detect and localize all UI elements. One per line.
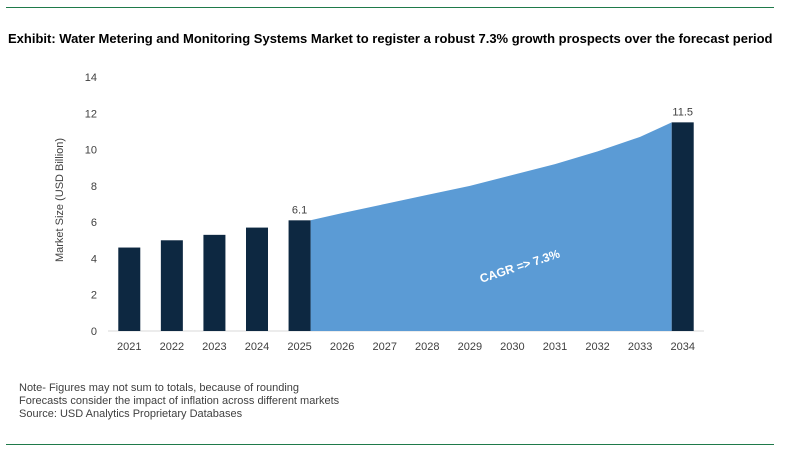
footnotes: Note- Figures may not sum to totals, bec… xyxy=(19,382,339,421)
y-tick-label: 4 xyxy=(91,253,97,265)
x-tick-label: 2026 xyxy=(330,341,354,353)
bottom-rule xyxy=(6,444,774,445)
x-tick-label: 2033 xyxy=(628,341,652,353)
x-tick-label: 2024 xyxy=(245,341,269,353)
footnote-inflation: Forecasts consider the impact of inflati… xyxy=(19,395,340,407)
x-tick-label: 2021 xyxy=(117,341,141,353)
footnote-rounding: Note- Figures may not sum to totals, bec… xyxy=(19,382,300,394)
x-tick-label: 2025 xyxy=(287,341,311,353)
y-tick-label: 0 xyxy=(91,326,97,338)
data-label-2034: 11.5 xyxy=(672,106,693,118)
forecast-area xyxy=(310,122,672,332)
footnote-source: Source: USD Analytics Proprietary Databa… xyxy=(19,408,243,420)
x-tick-label: 2027 xyxy=(372,341,396,353)
data-label-2025: 6.1 xyxy=(292,204,307,216)
y-tick-label: 12 xyxy=(85,108,97,120)
y-tick-label: 8 xyxy=(91,181,97,193)
bar-2021 xyxy=(118,247,141,331)
bar-2022 xyxy=(160,240,183,331)
y-axis-title: Market Size (USD Billion) xyxy=(54,138,66,262)
bar-2034 xyxy=(671,122,694,331)
bar-2024 xyxy=(246,227,268,331)
x-tick-label: 2031 xyxy=(543,341,567,353)
y-tick-label: 14 xyxy=(85,72,97,84)
y-tick-label: 6 xyxy=(91,217,97,229)
y-tick-label: 10 xyxy=(85,145,97,157)
chart-title: Exhibit: Water Metering and Monitoring S… xyxy=(8,31,773,46)
x-tick-label: 2028 xyxy=(415,341,439,353)
x-tick-label: 2029 xyxy=(458,341,482,353)
bar-2025 xyxy=(288,220,311,331)
x-tick-label: 2032 xyxy=(585,341,609,353)
x-tick-label: 2034 xyxy=(670,341,694,353)
top-rule xyxy=(6,7,774,8)
x-tick-label: 2022 xyxy=(160,341,184,353)
x-tick-label: 2023 xyxy=(202,341,226,353)
bar-2023 xyxy=(203,234,226,331)
x-tick-label: 2030 xyxy=(500,341,524,353)
y-tick-label: 2 xyxy=(91,290,97,302)
